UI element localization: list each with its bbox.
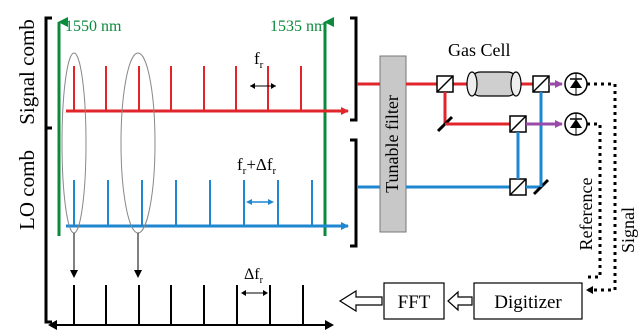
digitizer-box [473, 282, 583, 320]
reference-label: Reference [576, 178, 596, 251]
lo-spacing-label: fr+Δfr [237, 155, 277, 177]
gas-cell [466, 71, 522, 97]
gas-cell-label: Gas Cell [448, 40, 511, 60]
photodetector-signal-icon [564, 72, 588, 96]
digitizer-to-fft-arrow [447, 290, 473, 312]
right-bracket-signal [350, 16, 358, 122]
signal-cable [587, 82, 617, 292]
signal-label: Signal [618, 207, 638, 253]
fft-label: FFT [398, 292, 431, 313]
beam-splitter-1 [436, 75, 454, 93]
photodetector-reference-icon [564, 112, 588, 136]
tunable-filter-box [379, 55, 407, 233]
lo-comb-lines [73, 180, 313, 226]
signal-comb-label: Signal comb [15, 19, 39, 125]
delta-fr-label: Δfr [244, 266, 264, 286]
wavelength-right-label: 1535 nm [270, 18, 327, 35]
left-bracket [44, 16, 52, 324]
beam-splitter-3 [509, 115, 527, 133]
signal-comb-lines [73, 66, 302, 111]
right-bracket-lo [350, 138, 358, 248]
rf-comb-lines [73, 285, 304, 325]
fft-to-rf-arrow [338, 289, 383, 313]
fr-label: fr [254, 49, 264, 71]
digitizer-label: Digitizer [494, 292, 562, 313]
tunable-filter-label: Tunable filter [382, 95, 402, 193]
wavelength-left-label: 1550 nm [65, 18, 122, 35]
beam-splitter-2 [532, 75, 550, 93]
beam-splitter-4 [509, 178, 527, 196]
fft-box [383, 282, 445, 320]
lo-comb-label: LO comb [15, 150, 39, 230]
